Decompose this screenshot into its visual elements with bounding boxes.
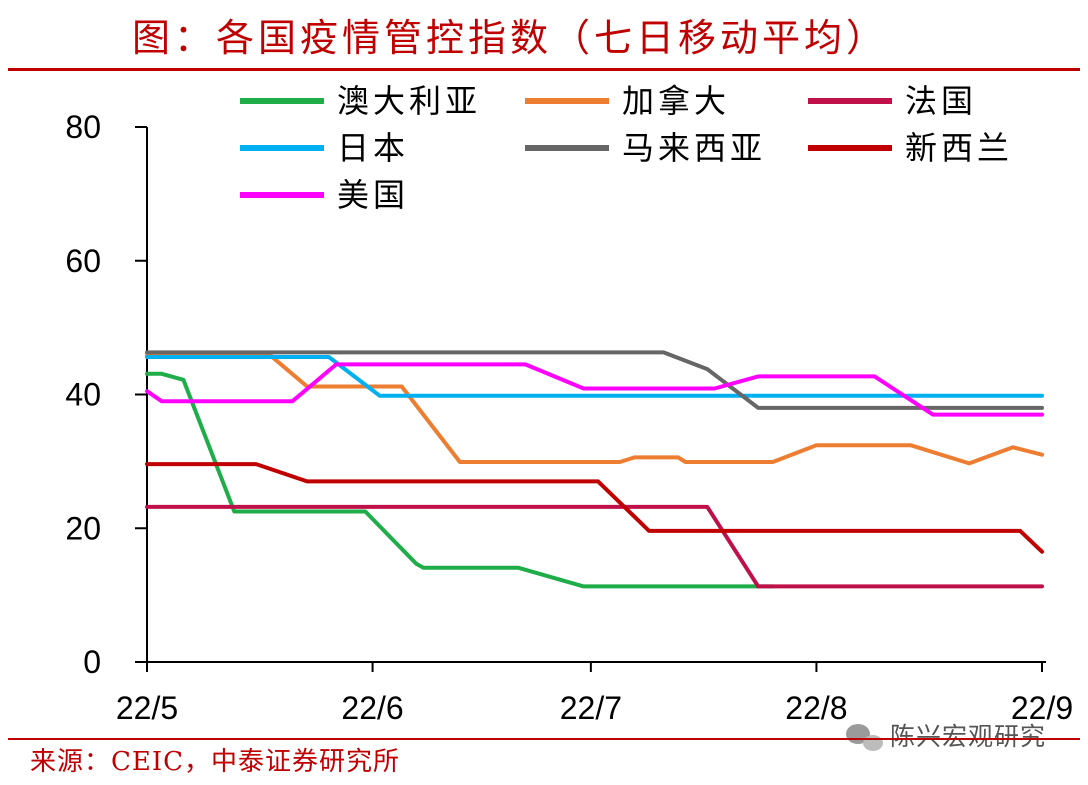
y-axis-ticks: 0 20 40 60 80 (65, 109, 147, 680)
x-tick-label: 22/9 (1011, 690, 1073, 726)
legend-label: 法国 (905, 82, 977, 120)
legend-item: 马来西亚 (525, 129, 766, 167)
series-lines (145, 350, 1044, 589)
y-tick-label: 40 (65, 377, 101, 413)
legend-label: 澳大利亚 (337, 82, 481, 120)
legend-item: 加拿大 (525, 82, 730, 120)
watermark: 陈兴宏观研究 (846, 722, 1046, 751)
legend-item: 美国 (240, 176, 409, 214)
wechat-icon (846, 724, 883, 751)
legend-label: 马来西亚 (622, 129, 766, 167)
legend-item: 新西兰 (808, 129, 1013, 167)
series-line-4 (145, 355, 1044, 398)
x-tick-label: 22/5 (116, 690, 178, 726)
legend-item: 澳大利亚 (240, 82, 481, 120)
y-tick-label: 0 (83, 644, 101, 680)
title-divider (8, 68, 1080, 71)
series-line-7 (145, 362, 1044, 417)
legend-label: 新西兰 (905, 129, 1013, 167)
series-line-2 (145, 353, 1044, 466)
series-line-6 (145, 462, 1044, 554)
y-tick-label: 20 (65, 510, 101, 546)
source-divider (8, 738, 1080, 740)
x-tick-label: 22/8 (785, 690, 847, 726)
series-line-3 (145, 504, 1044, 589)
chart-title: 图：各国疫情管控指数（七日移动平均） (132, 16, 888, 60)
y-tick-label: 80 (65, 109, 101, 145)
legend-item: 法国 (808, 82, 977, 120)
series-line-5 (145, 350, 1044, 410)
y-tick-label: 60 (65, 243, 101, 279)
legend-label: 加拿大 (622, 82, 730, 120)
source-note: 来源：CEIC，中泰证券研究所 (30, 747, 400, 777)
legend-label: 日本 (337, 129, 409, 167)
x-tick-label: 22/7 (560, 690, 622, 726)
legend-item: 日本 (240, 129, 409, 167)
x-axis-ticks: 22/5 22/6 22/7 22/8 22/9 (116, 662, 1073, 726)
legend-label: 美国 (337, 176, 409, 214)
x-tick-label: 22/6 (341, 690, 403, 726)
series-line-1 (145, 371, 775, 589)
watermark-text: 陈兴宏观研究 (890, 722, 1046, 751)
